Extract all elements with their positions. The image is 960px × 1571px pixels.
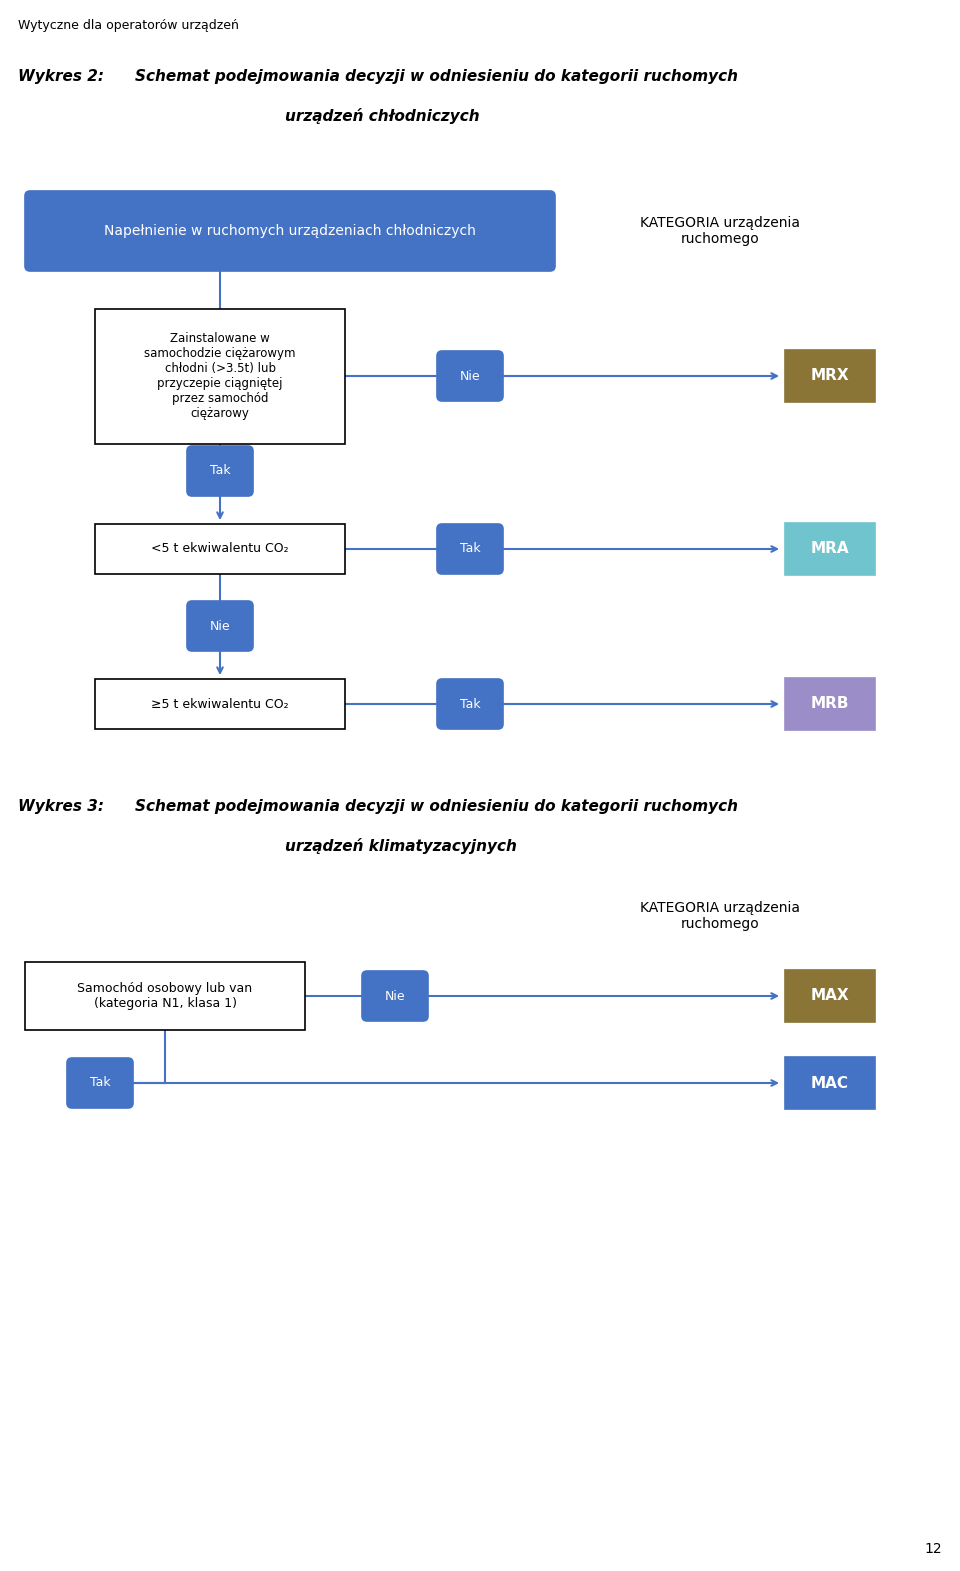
Text: Samochód osobowy lub van
(kategoria N1, klasa 1): Samochód osobowy lub van (kategoria N1, … [78,982,252,1010]
Text: <5 t ekwiwalentu CO₂: <5 t ekwiwalentu CO₂ [151,542,289,556]
Text: Napełnienie w ruchomych urządzeniach chłodniczych: Napełnienie w ruchomych urządzeniach chł… [104,225,476,237]
FancyBboxPatch shape [67,1057,133,1108]
Bar [785,679,875,731]
Bar [785,523,875,575]
FancyBboxPatch shape [362,971,428,1021]
FancyBboxPatch shape [437,679,503,729]
Text: MRB: MRB [811,696,850,712]
Text: ≥5 t ekwiwalentu CO₂: ≥5 t ekwiwalentu CO₂ [151,698,289,710]
FancyBboxPatch shape [437,350,503,401]
Text: Tak: Tak [209,465,230,478]
Text: urządzeń chłodniczych: urządzeń chłodniczych [285,108,480,124]
Bar [95,525,345,573]
Bar [95,308,345,443]
Text: Wykres 3:: Wykres 3: [18,798,104,814]
Text: KATEGORIA urządzenia
ruchomego: KATEGORIA urządzenia ruchomego [640,900,800,932]
FancyBboxPatch shape [25,192,555,272]
Text: Schemat podejmowania decyzji w odniesieniu do kategorii ruchomych: Schemat podejmowania decyzji w odniesien… [135,798,738,814]
Text: KATEGORIA urządzenia
ruchomego: KATEGORIA urządzenia ruchomego [640,215,800,247]
Text: Tak: Tak [460,698,480,710]
Text: Tak: Tak [460,542,480,556]
Text: Nie: Nie [460,369,480,382]
Bar [95,679,345,729]
Text: Schemat podejmowania decyzji w odniesieniu do kategorii ruchomych: Schemat podejmowania decyzji w odniesien… [135,69,738,83]
FancyBboxPatch shape [437,525,503,573]
Text: Zainstalowane w
samochodzie ciężarowym
chłodni (>3.5t) lub
przyczepie ciągniętej: Zainstalowane w samochodzie ciężarowym c… [144,331,296,419]
Text: Tak: Tak [89,1076,110,1090]
FancyBboxPatch shape [187,602,253,650]
Text: Wytyczne dla operatorów urządzeń: Wytyczne dla operatorów urządzeń [18,19,239,33]
Bar [25,961,305,1031]
Text: Nie: Nie [209,619,230,633]
Text: MAC: MAC [811,1076,849,1090]
Bar [785,350,875,402]
Bar [785,969,875,1023]
Text: Nie: Nie [385,990,405,1002]
Text: MRA: MRA [810,542,850,556]
Text: MRX: MRX [810,369,850,383]
Text: Wykres 2:: Wykres 2: [18,69,104,83]
Bar [785,1057,875,1109]
Text: urządzeń klimatyzacyjnych: urządzeń klimatyzacyjnych [285,837,516,855]
Text: 12: 12 [924,1543,942,1555]
FancyBboxPatch shape [187,446,253,496]
Text: MAX: MAX [810,988,850,1004]
